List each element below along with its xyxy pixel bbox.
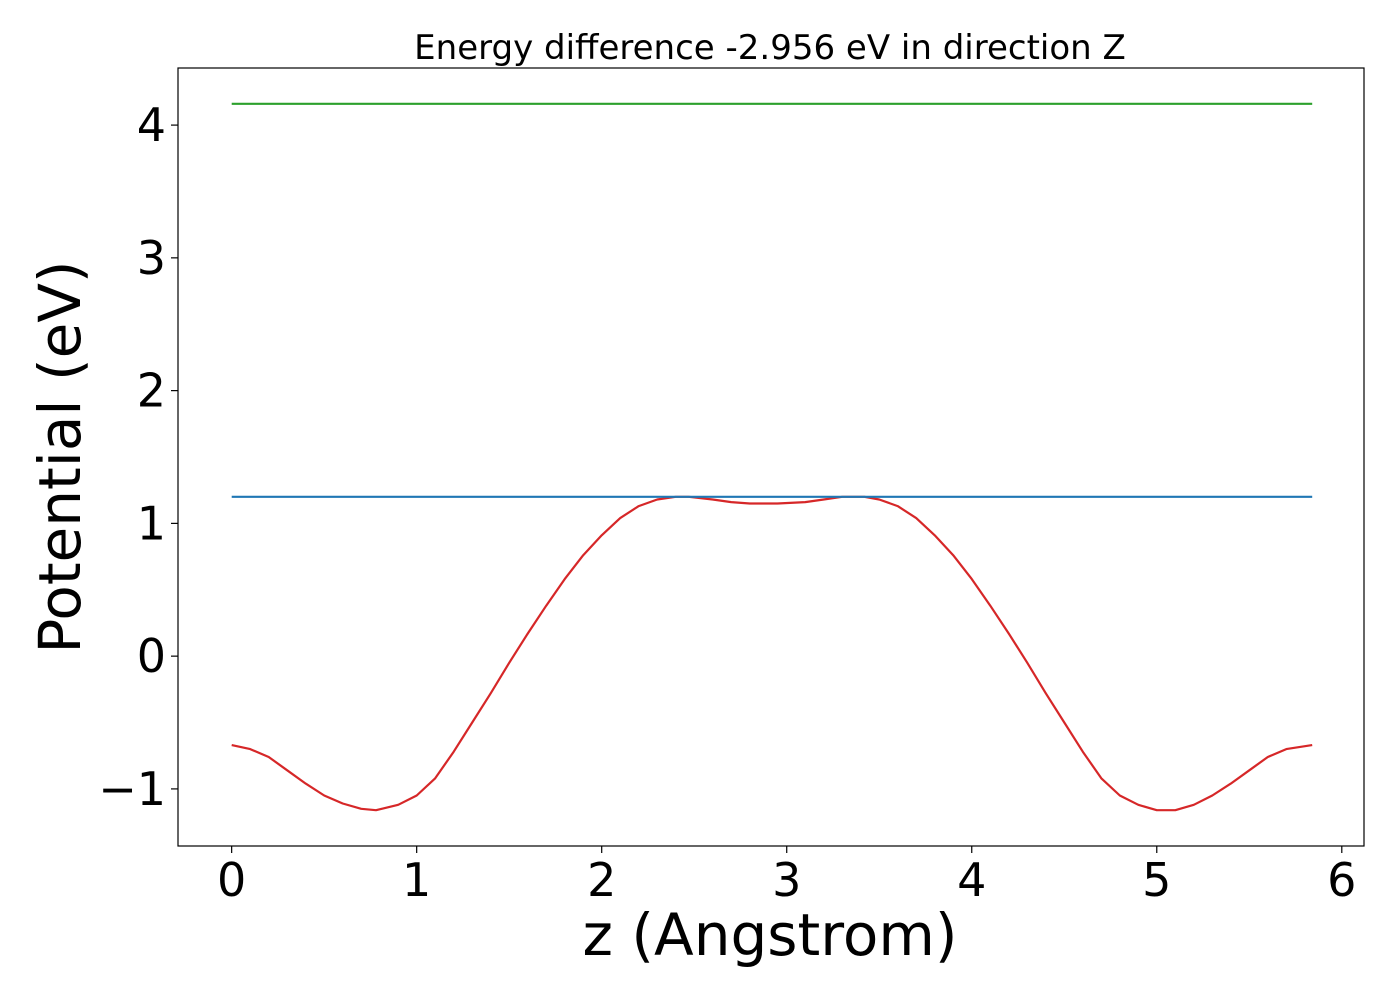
y-tick-label: −1 xyxy=(98,762,166,816)
x-tick-label: 6 xyxy=(1327,853,1356,907)
y-tick-label: 1 xyxy=(137,496,166,550)
plot-area-frame xyxy=(177,67,1365,847)
chart-title: Energy difference -2.956 eV in direction… xyxy=(414,28,1126,68)
x-tick-label: 1 xyxy=(402,853,431,907)
y-axis: −1 0 1 2 3 4 xyxy=(98,98,178,816)
x-tick-label: 3 xyxy=(772,853,801,907)
y-tick-label: 4 xyxy=(137,98,166,152)
series-line-1 xyxy=(231,495,1313,812)
series-layer xyxy=(231,102,1313,812)
y-tick-label: 0 xyxy=(137,629,166,683)
y-axis-label: Potential (eV) xyxy=(26,260,94,653)
x-axis-label: z (Angstrom) xyxy=(583,901,958,969)
y-tick-label: 2 xyxy=(137,364,166,418)
x-tick-label: 5 xyxy=(1142,853,1171,907)
x-tick-label: 2 xyxy=(587,853,616,907)
x-axis: 0 1 2 3 4 5 6 xyxy=(217,846,1356,907)
y-tick-label: 3 xyxy=(137,231,166,285)
x-tick-label: 4 xyxy=(957,853,986,907)
x-tick-label: 0 xyxy=(217,853,246,907)
